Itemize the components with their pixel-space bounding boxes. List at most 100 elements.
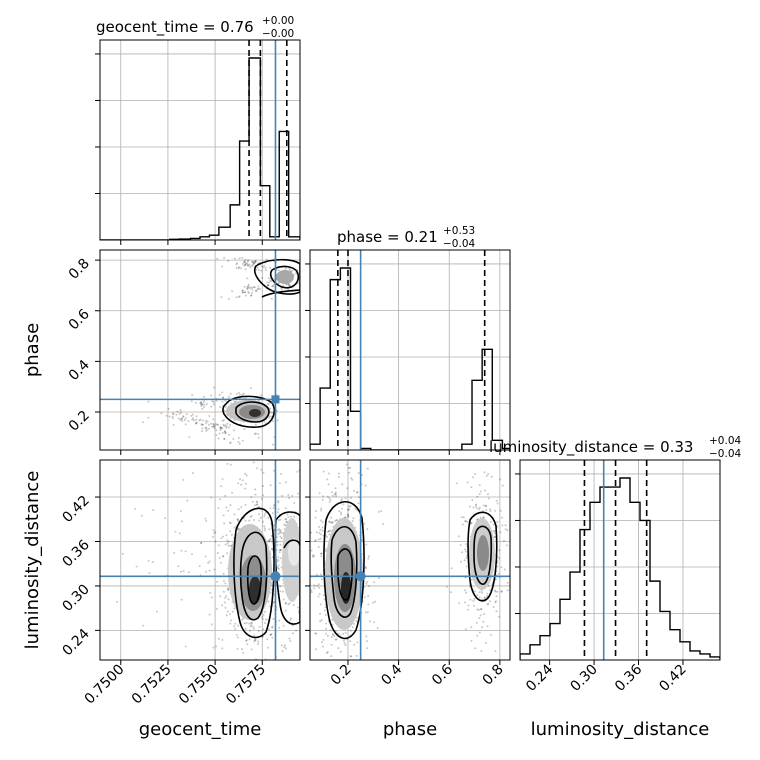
- sample-point: [277, 556, 280, 559]
- sample-point: [160, 412, 163, 415]
- y-tick-label: 0.8: [66, 256, 93, 283]
- sample-point: [477, 508, 480, 511]
- sample-point: [347, 514, 350, 517]
- sample-point: [480, 589, 483, 592]
- sample-point: [201, 408, 204, 410]
- sample-point: [285, 518, 288, 521]
- sample-point: [235, 393, 238, 396]
- sample-point: [495, 600, 497, 603]
- sample-point: [240, 267, 242, 270]
- sample-point: [214, 540, 217, 543]
- sample-point: [277, 282, 280, 285]
- sample-point: [277, 519, 280, 522]
- sample-point: [331, 521, 334, 524]
- sample-point: [220, 391, 223, 394]
- sample-point: [225, 506, 228, 509]
- sample-point: [271, 411, 274, 414]
- sample-point: [494, 536, 496, 539]
- sample-point: [178, 532, 181, 535]
- sample-point: [251, 288, 254, 291]
- sample-point: [347, 507, 350, 510]
- sample-point: [236, 262, 238, 265]
- sample-point: [228, 298, 230, 300]
- sample-point: [324, 606, 327, 609]
- sample-point: [267, 284, 270, 287]
- svg-text:geocent_time = 0.76: geocent_time = 0.76: [96, 18, 254, 37]
- sample-point: [257, 287, 260, 290]
- sample-point: [486, 625, 489, 628]
- sample-point: [229, 544, 232, 547]
- sample-point: [195, 415, 198, 418]
- sample-point: [331, 491, 334, 494]
- sample-point: [500, 590, 503, 592]
- sample-point: [257, 269, 260, 271]
- sample-point: [225, 426, 227, 429]
- sample-point: [245, 639, 248, 642]
- sample-point: [272, 285, 274, 288]
- sample-point: [365, 611, 367, 614]
- sample-point: [487, 602, 490, 605]
- sample-point: [200, 404, 203, 407]
- sample-point: [134, 507, 137, 510]
- sample-point: [280, 288, 283, 291]
- sample-point: [356, 491, 359, 494]
- sample-point: [247, 264, 250, 267]
- sample-point: [284, 518, 287, 521]
- sample-point: [171, 415, 174, 418]
- sample-point: [264, 266, 267, 269]
- sample-point: [228, 433, 231, 436]
- sample-point: [243, 428, 246, 431]
- sample-point: [279, 543, 282, 546]
- sample-point: [494, 601, 497, 604]
- sample-point: [446, 585, 448, 588]
- sample-point: [241, 257, 244, 259]
- sample-point: [226, 539, 229, 542]
- sample-point: [180, 570, 182, 573]
- sample-point: [494, 578, 497, 581]
- sample-point: [498, 549, 501, 552]
- sample-point: [237, 519, 239, 522]
- sample-point: [277, 664, 279, 666]
- sample-point: [175, 413, 178, 416]
- sample-point: [499, 509, 502, 512]
- sample-point: [152, 509, 155, 512]
- sample-point: [212, 423, 215, 425]
- sample-point: [243, 622, 246, 625]
- sample-point: [320, 578, 323, 581]
- sample-point: [292, 604, 295, 606]
- sample-point: [229, 522, 232, 525]
- sample-point: [499, 531, 502, 534]
- sample-point: [307, 554, 309, 556]
- sample-point: [223, 601, 226, 604]
- sample-point: [277, 564, 280, 567]
- sample-point: [229, 451, 231, 453]
- sample-point: [214, 531, 217, 533]
- sample-point: [505, 544, 508, 547]
- sample-point: [218, 556, 221, 559]
- sample-point: [276, 661, 278, 663]
- sample-point: [486, 603, 489, 606]
- sample-point: [241, 262, 244, 265]
- sample-point: [247, 283, 250, 286]
- sample-point: [246, 260, 249, 263]
- sample-point: [246, 286, 249, 289]
- sample-point: [229, 442, 232, 445]
- sample-point: [481, 626, 484, 629]
- sample-point: [486, 595, 489, 598]
- sample-point: [367, 603, 370, 606]
- sample-point: [297, 606, 300, 609]
- sample-point: [263, 513, 266, 516]
- sample-point: [282, 531, 285, 534]
- sample-point: [238, 442, 241, 445]
- y-tick-label: 0.6: [66, 306, 93, 333]
- sample-point: [487, 497, 490, 500]
- sample-point: [225, 614, 228, 617]
- sample-point: [224, 432, 227, 434]
- sample-point: [254, 432, 257, 435]
- sample-point: [344, 644, 347, 646]
- sample-point: [183, 419, 186, 422]
- sample-point: [247, 259, 250, 262]
- sample-point: [204, 555, 207, 558]
- x-tick-label: 0.42: [656, 662, 689, 695]
- sample-point: [265, 258, 268, 261]
